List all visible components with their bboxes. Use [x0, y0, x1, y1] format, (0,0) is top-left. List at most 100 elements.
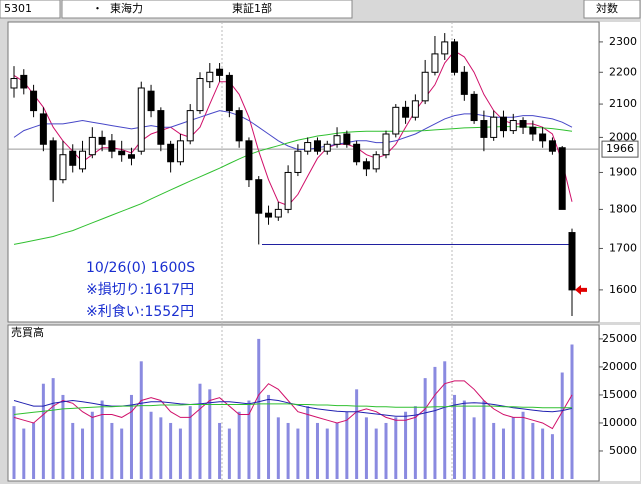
- candle-body: [548, 140, 556, 152]
- y-tick-label: 2200: [609, 65, 637, 78]
- arrow: [575, 284, 587, 295]
- volume-bar: [296, 428, 300, 479]
- candle-body: [362, 161, 370, 170]
- stock-code: 5301: [4, 2, 32, 15]
- volume-bar: [443, 361, 447, 479]
- candle-body: [382, 133, 390, 156]
- market: 東証1部: [232, 1, 272, 15]
- volume-bar: [159, 417, 163, 479]
- scale-mode: 対数: [596, 1, 618, 15]
- candle-body: [196, 78, 204, 112]
- scale-box: [583, 0, 641, 19]
- volume-bar: [345, 411, 349, 479]
- volume-axis-bg: [600, 325, 640, 481]
- y-tick-label: 5000: [609, 444, 637, 457]
- volume-bar: [120, 428, 124, 479]
- candle-body: [30, 90, 38, 112]
- y-tick-label: 20000: [602, 360, 637, 373]
- candle-body: [402, 106, 410, 118]
- volume-bar: [169, 422, 173, 479]
- volume-bar: [413, 406, 417, 479]
- candle-body: [539, 133, 547, 142]
- volume-bar: [81, 428, 85, 479]
- candle-body: [284, 171, 292, 210]
- candle-body: [10, 78, 18, 89]
- volume-bar: [227, 428, 231, 479]
- last-price-label: 1966: [606, 142, 634, 155]
- volume-bar: [531, 422, 535, 479]
- candle-body: [392, 106, 400, 135]
- candle-body: [333, 135, 341, 145]
- candle-body: [98, 136, 106, 145]
- volume-bar: [208, 389, 212, 479]
- y-tick-label: 1700: [609, 241, 637, 254]
- candle-body: [343, 133, 351, 145]
- volume-bar: [472, 417, 476, 479]
- volume-bar: [394, 417, 398, 479]
- volume-bar: [492, 422, 496, 479]
- candle-body: [470, 93, 478, 122]
- y-tick-label: 2300: [609, 35, 637, 48]
- volume-bar: [61, 394, 65, 479]
- volume-bar: [501, 428, 505, 479]
- volume-bar: [325, 428, 329, 479]
- candle-body: [137, 87, 145, 152]
- candle-body: [108, 140, 116, 152]
- candle-body: [69, 150, 77, 166]
- candle-body: [216, 68, 224, 76]
- candle-body: [323, 143, 331, 152]
- y-tick-label: 1600: [609, 283, 637, 296]
- candle-body: [20, 74, 28, 89]
- candle-body: [235, 110, 243, 142]
- volume-bar: [22, 428, 26, 479]
- volume-bar: [541, 428, 545, 479]
- volume-bar: [198, 383, 202, 479]
- candle-body: [176, 140, 184, 163]
- volume-bar: [267, 394, 271, 479]
- candle-body: [157, 110, 165, 145]
- volume-bar: [51, 378, 55, 479]
- volume-bar: [218, 422, 222, 479]
- y-tick-label: 15000: [602, 388, 637, 401]
- annotation: 10/26(0) 1600S: [86, 260, 195, 276]
- candle-body: [79, 150, 87, 170]
- y-tick-label: 25000: [602, 332, 637, 345]
- volume-bar: [237, 411, 241, 479]
- moving-average: [13, 380, 573, 430]
- volume-bar: [178, 428, 182, 479]
- volume-bar: [482, 400, 486, 479]
- price-axis-bg: [600, 22, 640, 322]
- candle-body: [245, 140, 253, 181]
- candle-body: [558, 147, 566, 210]
- candle-body: [206, 71, 214, 83]
- moving-average: [13, 403, 572, 415]
- volume-bar: [100, 400, 104, 479]
- volume-label: 売買高: [11, 325, 44, 339]
- candle-body: [265, 212, 273, 218]
- volume-bar: [149, 411, 153, 479]
- volume-bar: [276, 417, 280, 479]
- annotation: ※利食い:1552円: [86, 303, 194, 320]
- candle-body: [451, 41, 459, 73]
- candle-body: [147, 90, 155, 112]
- code-box: [0, 0, 61, 19]
- candle-body: [421, 71, 429, 102]
- candle-body: [304, 142, 312, 152]
- volume-bar: [364, 417, 368, 479]
- candle-body: [39, 113, 47, 145]
- candle-body: [411, 100, 419, 118]
- volume-bar: [511, 417, 515, 479]
- candle-body: [167, 143, 175, 163]
- candle-body: [225, 74, 233, 112]
- volume-bar: [423, 378, 427, 479]
- moving-average: [13, 126, 573, 245]
- volume-bar: [286, 422, 290, 479]
- candle-body: [509, 120, 517, 132]
- header-dot: ・: [92, 2, 103, 15]
- candle-body: [274, 208, 282, 218]
- volume-bar: [32, 422, 36, 479]
- volume-bar: [110, 422, 114, 479]
- volume-bar: [315, 422, 319, 479]
- volume-bar: [453, 394, 457, 479]
- annotation: ※損切り:1617円: [86, 282, 194, 298]
